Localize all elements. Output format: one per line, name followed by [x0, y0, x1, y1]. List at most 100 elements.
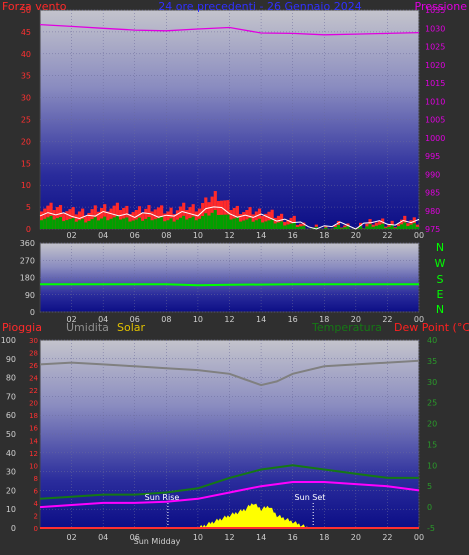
wind-average-bar: [374, 225, 378, 229]
x-tick-label: 18: [319, 315, 329, 324]
dir-label-e: E: [437, 288, 444, 301]
temperature-line: [39, 464, 419, 500]
x-tick-label: 06: [130, 315, 140, 324]
y-tick-label-wind: 5: [26, 203, 31, 212]
y-tick-label-rain: 4: [34, 500, 39, 508]
wind-average-bar: [245, 219, 249, 229]
y-tick-label-temperature: 30: [427, 378, 437, 387]
x-tick-label: 16: [288, 533, 298, 542]
wind-average-bar: [273, 223, 277, 229]
y-tick-label-rain: 2: [34, 512, 38, 520]
y-tick-label-rain: 12: [29, 450, 38, 458]
x-tick-label: 10: [193, 533, 203, 542]
wind-average-bar: [103, 216, 107, 229]
wind-average-bar: [40, 220, 44, 229]
x-tick-label: 14: [256, 231, 266, 240]
y-tick-label-humidity: 0: [11, 524, 16, 533]
y-tick-label-temperature: 40: [427, 336, 437, 345]
wind-average-bar: [229, 219, 233, 229]
y-tick-label-wind: 0: [26, 225, 31, 234]
wind-average-bar: [358, 225, 363, 229]
wind-average-bar: [406, 226, 410, 229]
wind-average-bar: [384, 227, 388, 229]
wind-average-bar: [267, 220, 271, 229]
wind-average-bar: [147, 217, 151, 229]
wind-average-bar: [49, 215, 53, 229]
wind-average-bar: [396, 226, 401, 229]
y-tick-label-rain: 0: [34, 525, 38, 533]
y-tick-label-direction: 360: [20, 239, 35, 248]
wind-average-bar: [346, 226, 350, 229]
y-tick-label-humidity: 90: [6, 355, 16, 364]
wind-average-bar: [302, 225, 306, 229]
wind-speed-bar: [150, 211, 154, 229]
wind-average-bar: [324, 227, 328, 229]
y-tick-label-rain: 10: [29, 462, 38, 470]
wind-average-bar: [355, 228, 359, 229]
y-tick-label-pressure: 985: [425, 189, 440, 198]
wind-average-bar: [81, 218, 85, 229]
x-tick-label: 14: [256, 533, 266, 542]
y-tick-label-wind: 30: [21, 94, 31, 103]
y-tick-label-wind: 40: [21, 50, 31, 59]
wind-average-bar: [261, 222, 265, 229]
x-tick-label: 10: [193, 315, 203, 324]
wind-average-bar: [122, 218, 126, 229]
wind-speed-bar: [106, 211, 110, 229]
sun-midday-label: Sun Midday: [134, 537, 181, 546]
dir-label-n-top: N: [436, 241, 444, 254]
wind-average-bar: [254, 220, 258, 229]
wind-average-bar: [191, 216, 195, 229]
wind-average-bar: [71, 218, 75, 229]
wind-average-bar: [77, 220, 82, 229]
x-tick-label: 14: [256, 315, 266, 324]
wind-average-bar: [163, 221, 167, 229]
y-tick-label-rain: 8: [34, 475, 38, 483]
x-tick-label: 06: [130, 231, 140, 240]
wind-average-bar: [207, 215, 211, 229]
wind-average-bar: [58, 217, 63, 229]
wind-average-bar: [403, 222, 407, 229]
wind-average-bar: [226, 214, 230, 229]
x-tick-label: 12: [224, 231, 234, 240]
wind-average-bar: [150, 220, 154, 229]
dir-label-w: W: [435, 257, 446, 270]
x-tick-label: 12: [224, 315, 234, 324]
wind-average-bar: [412, 223, 416, 229]
wind-average-bar: [242, 220, 246, 229]
wind-average-bar: [283, 225, 287, 229]
x-tick-label: 22: [382, 231, 392, 240]
wind-average-bar: [185, 219, 189, 229]
wind-average-bar: [109, 218, 113, 229]
y-tick-label-pressure: 1005: [425, 116, 445, 125]
wind-speed-bar: [166, 211, 170, 229]
wind-average-bar: [336, 225, 341, 229]
y-tick-label-rain: 28: [29, 350, 38, 358]
dir-label-n-bottom: N: [436, 303, 444, 316]
y-tick-label-pressure: 980: [425, 207, 440, 216]
y-tick-label-rain: 24: [29, 375, 38, 383]
x-tick-label: 10: [193, 231, 203, 240]
grid-lines: [40, 9, 420, 529]
wind-average-bar: [178, 217, 183, 229]
y-tick-label-wind: 35: [21, 72, 31, 81]
wind-average-bar: [194, 220, 198, 229]
chart-title: 24 ore precedenti - 26 Gennaio 2024: [158, 0, 361, 13]
y-tick-label-humidity: 50: [6, 430, 16, 439]
wind-average-bar: [175, 219, 179, 229]
wind-average-bar: [238, 221, 243, 229]
wind-average-bar: [204, 213, 208, 229]
sunset-label: Sun Set: [295, 493, 326, 502]
x-tick-label: 12: [224, 533, 234, 542]
x-tick-label: 00: [414, 315, 424, 324]
y-tick-label-temperature: 35: [427, 357, 437, 366]
y-tick-label-rain: 6: [34, 487, 39, 495]
solar-axis-title: Solar: [117, 321, 146, 334]
x-tick-label: 08: [161, 231, 171, 240]
wind-average-bar: [90, 219, 94, 229]
x-tick-label: 04: [98, 533, 108, 542]
x-tick-label: 04: [98, 231, 108, 240]
wind-average-bar: [68, 219, 72, 229]
wind-average-bar: [257, 218, 262, 229]
wind-average-bar: [128, 221, 132, 229]
